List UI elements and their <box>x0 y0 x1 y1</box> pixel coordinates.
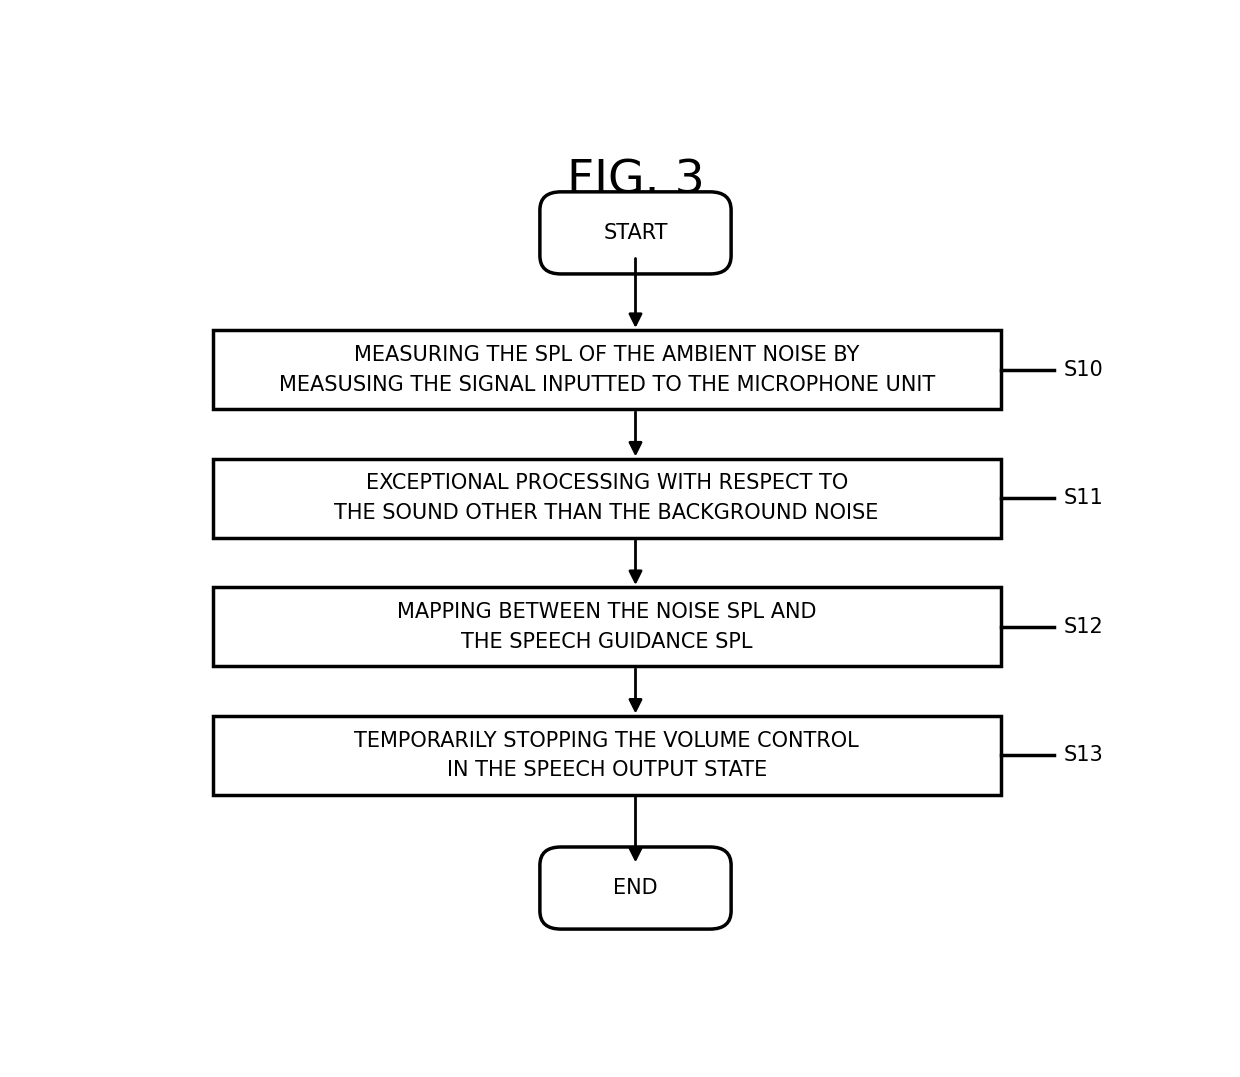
Text: END: END <box>614 878 657 898</box>
FancyBboxPatch shape <box>539 192 732 274</box>
Text: FIG. 3: FIG. 3 <box>567 158 704 204</box>
Text: S11: S11 <box>1063 488 1102 508</box>
Text: EXCEPTIONAL PROCESSING WITH RESPECT TO
THE SOUND OTHER THAN THE BACKGROUND NOISE: EXCEPTIONAL PROCESSING WITH RESPECT TO T… <box>335 474 879 523</box>
Text: TEMPORARILY STOPPING THE VOLUME CONTROL
IN THE SPEECH OUTPUT STATE: TEMPORARILY STOPPING THE VOLUME CONTROL … <box>355 730 859 780</box>
Text: S12: S12 <box>1063 617 1102 637</box>
Text: START: START <box>603 223 668 243</box>
Text: MEASURING THE SPL OF THE AMBIENT NOISE BY
MEASUSING THE SIGNAL INPUTTED TO THE M: MEASURING THE SPL OF THE AMBIENT NOISE B… <box>279 345 935 394</box>
Text: S10: S10 <box>1063 360 1102 380</box>
Text: MAPPING BETWEEN THE NOISE SPL AND
THE SPEECH GUIDANCE SPL: MAPPING BETWEEN THE NOISE SPL AND THE SP… <box>397 602 816 652</box>
FancyBboxPatch shape <box>539 847 732 929</box>
Bar <box>213 716 1001 795</box>
Bar <box>213 587 1001 667</box>
Text: S13: S13 <box>1063 745 1102 766</box>
Bar <box>213 459 1001 537</box>
Bar <box>213 331 1001 409</box>
